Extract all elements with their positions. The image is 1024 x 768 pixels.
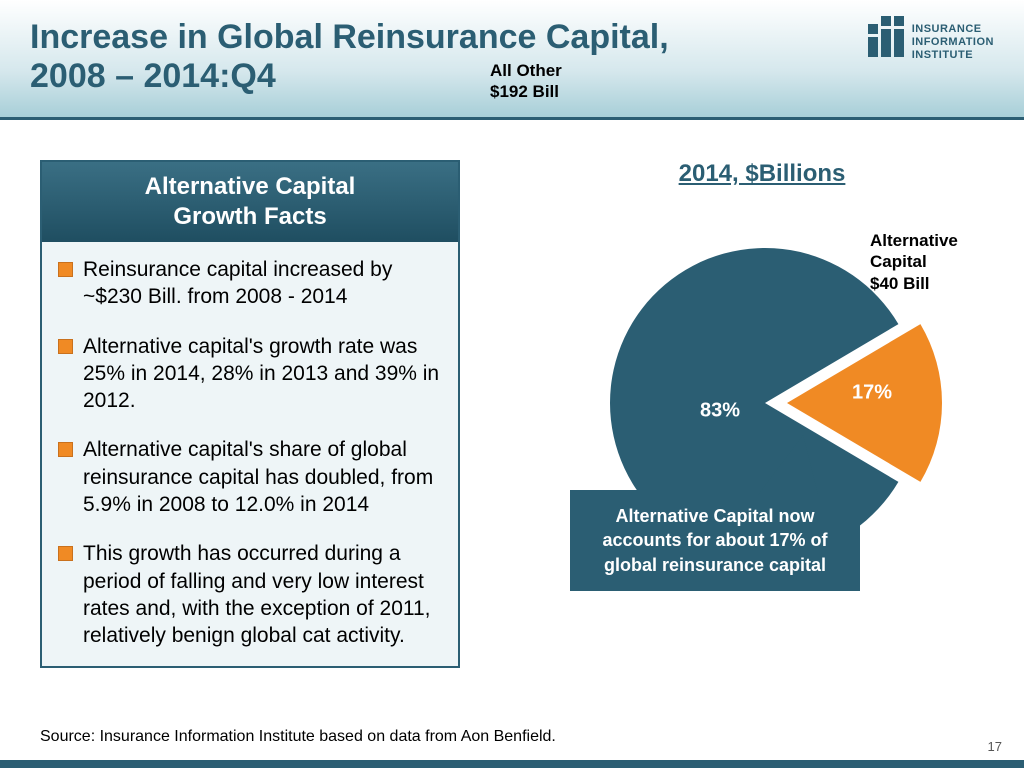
page-number: 17 [988, 739, 1002, 754]
bullet-icon [58, 546, 73, 561]
callout-box: Alternative Capital now accounts for abo… [570, 490, 860, 591]
pie-label-other: All Other $192 Bill [490, 60, 562, 103]
list-item: Alternative capital's growth rate was 25… [58, 333, 442, 415]
logo-text: INSURANCE INFORMATION INSTITUTE [912, 23, 994, 63]
facts-panel: Alternative Capital Growth Facts Reinsur… [40, 160, 460, 668]
list-item: Reinsurance capital increased by ~$230 B… [58, 256, 442, 311]
svg-text:83%: 83% [700, 399, 740, 421]
callout-arrow-icon [748, 435, 828, 495]
facts-panel-header: Alternative Capital Growth Facts [42, 162, 458, 242]
list-item: This growth has occurred during a period… [58, 540, 442, 649]
bullet-icon [58, 339, 73, 354]
title-line-2: 2008 – 2014:Q4 [30, 57, 276, 95]
bottom-bar [0, 760, 1024, 768]
facts-list: Reinsurance capital increased by ~$230 B… [42, 242, 458, 666]
iii-logo: INSURANCE INFORMATION INSTITUTE [868, 23, 994, 117]
bullet-icon [58, 262, 73, 277]
chart-title: 2014, $Billions [530, 160, 994, 188]
logo-bars-icon [868, 23, 904, 57]
list-item: Alternative capital's share of global re… [58, 436, 442, 518]
bullet-icon [58, 442, 73, 457]
source-text: Source: Insurance Information Institute … [40, 728, 556, 746]
callout: Alternative Capital now accounts for abo… [570, 490, 860, 591]
content-area: Alternative Capital Growth Facts Reinsur… [0, 120, 1024, 668]
svg-text:17%: 17% [852, 381, 892, 403]
title-line-1: Increase in Global Reinsurance Capital, [30, 18, 669, 56]
pie-label-alternative: Alternative Capital $40 Bill [870, 230, 958, 294]
slide-title: Increase in Global Reinsurance Capital, … [30, 18, 669, 117]
